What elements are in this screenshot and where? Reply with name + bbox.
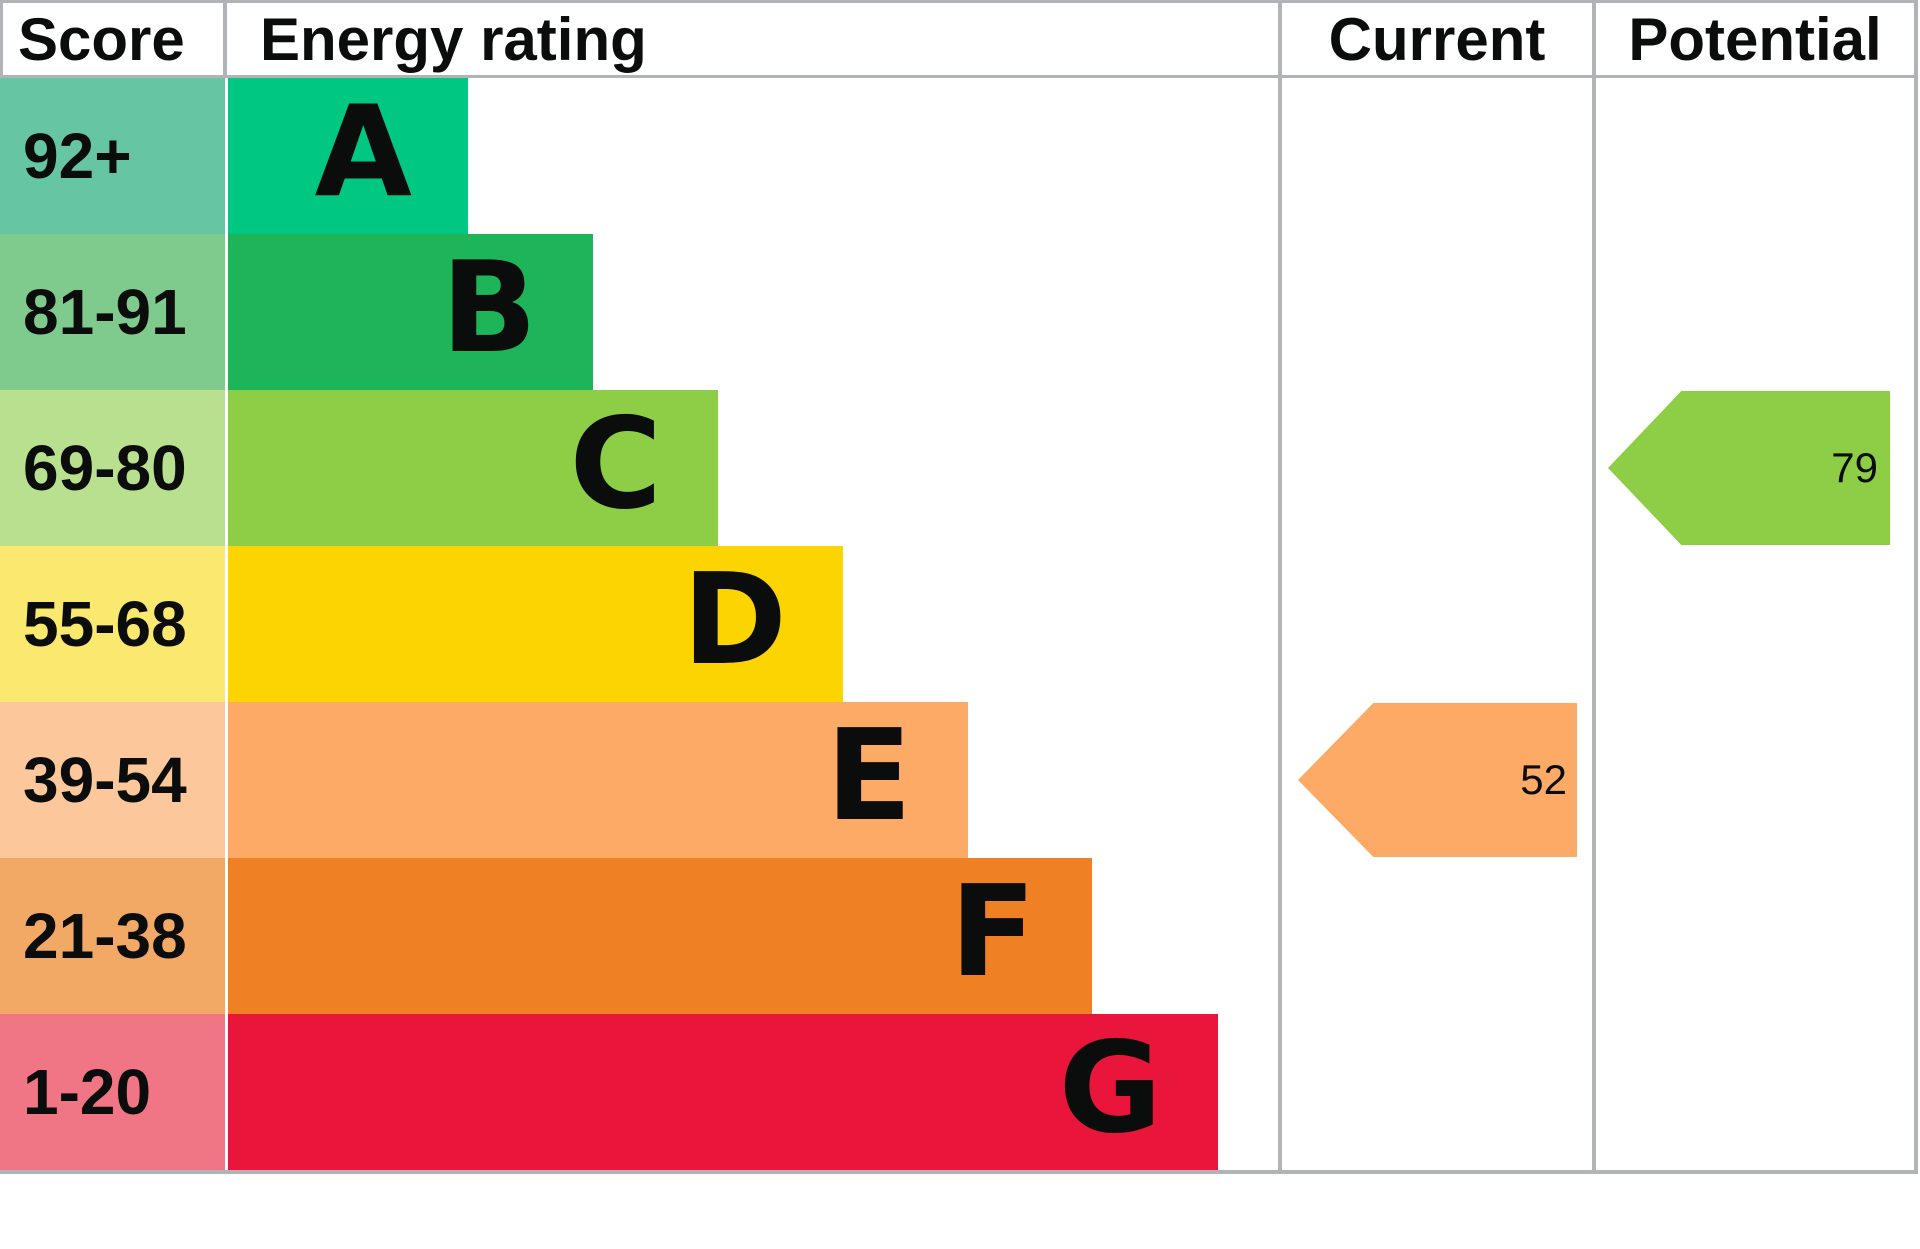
- current-rating-value: 52: [1520, 756, 1567, 803]
- potential-column-header: Potential: [1628, 5, 1882, 73]
- table-right-border: [1914, 0, 1918, 1174]
- band-row-g: 1-20 G: [0, 1014, 1920, 1170]
- header-left-border: [0, 0, 3, 78]
- rating-band-bar-a: A: [228, 78, 468, 234]
- energy-rating-column-header: Energy rating: [260, 5, 647, 73]
- rating-band-bar-e: E: [228, 702, 968, 858]
- band-row-e: 39-54 E: [0, 702, 1920, 858]
- current-column-divider: [1278, 0, 1282, 1174]
- table-top-border: [0, 0, 1918, 3]
- rating-band-letter-b: B: [440, 234, 537, 381]
- score-range-cell-d: 55-68: [0, 546, 225, 702]
- rating-band-letter-f: F: [949, 858, 1036, 1005]
- table-bottom-border: [0, 1170, 1918, 1174]
- rating-band-bar-b: B: [228, 234, 593, 390]
- rating-band-bar-f: F: [228, 858, 1092, 1014]
- score-column-divider: [223, 0, 227, 78]
- potential-column-divider: [1592, 0, 1596, 1174]
- band-row-c: 69-80 C: [0, 390, 1920, 546]
- score-range-cell-a: 92+: [0, 78, 225, 234]
- score-range-cell-g: 1-20: [0, 1014, 225, 1170]
- score-range-cell-f: 21-38: [0, 858, 225, 1014]
- band-row-b: 81-91 B: [0, 234, 1920, 390]
- potential-rating-value: 79: [1831, 444, 1878, 491]
- current-column-header: Current: [1328, 5, 1546, 73]
- band-row-d: 55-68 D: [0, 546, 1920, 702]
- score-column-header: Score: [18, 5, 185, 73]
- rating-band-bar-d: D: [228, 546, 843, 702]
- rating-band-letter-g: G: [1058, 1014, 1162, 1161]
- score-range-cell-e: 39-54: [0, 702, 225, 858]
- band-row-f: 21-38 F: [0, 858, 1920, 1014]
- score-range-cell-b: 81-91: [0, 234, 225, 390]
- rating-band-letter-a: A: [314, 78, 412, 225]
- header-bottom-border: [0, 75, 1918, 78]
- rating-band-letter-c: C: [569, 390, 662, 537]
- rating-band-bar-g: G: [228, 1014, 1218, 1170]
- score-range-cell-c: 69-80: [0, 390, 225, 546]
- band-row-a: 92+ A: [0, 78, 1920, 234]
- rating-band-bar-c: C: [228, 390, 718, 546]
- rating-band-letter-d: D: [682, 546, 787, 693]
- rating-band-letter-e: E: [825, 702, 912, 849]
